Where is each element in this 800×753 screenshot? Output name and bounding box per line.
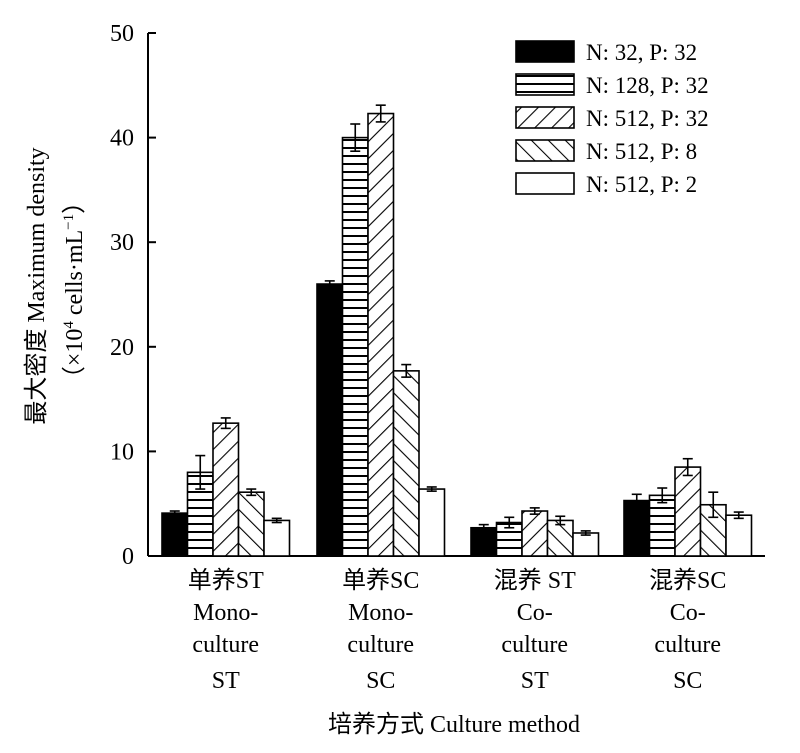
bar	[725, 514, 753, 557]
category-label: culture	[192, 632, 259, 658]
legend-swatch	[515, 172, 575, 195]
bar	[546, 519, 574, 557]
legend: N: 32, P: 32 N: 128, P: 32 N: 512, P: 32 N:…	[515, 40, 709, 197]
category-label: SC	[673, 668, 702, 694]
bar	[648, 494, 676, 557]
y-tick-label: 10	[110, 439, 134, 465]
bar	[521, 510, 549, 557]
y-axis-title-line1: 最大密度 Maximum density	[23, 147, 50, 424]
legend-label: N: 32, P: 32	[586, 40, 697, 65]
category-label: culture	[347, 632, 414, 658]
legend-label: N: 512, P: 32	[586, 106, 709, 131]
bar-group	[470, 507, 600, 557]
y-tick-label: 20	[110, 335, 134, 361]
bar	[572, 532, 600, 557]
legend-label: N: 512, P: 8	[586, 139, 697, 164]
bar	[263, 519, 291, 557]
bar	[316, 283, 344, 557]
legend-label: N: 128, P: 32	[586, 73, 709, 98]
bar	[212, 422, 240, 557]
bar	[367, 112, 395, 557]
bar	[418, 488, 446, 557]
bar-group	[623, 457, 753, 557]
category-label: Co-	[517, 600, 553, 626]
bar	[470, 526, 498, 557]
category-label: 混养 ST	[494, 567, 576, 594]
x-axis-title: 培养方式 Culture method	[328, 711, 580, 738]
y-tick-label: 0	[122, 544, 134, 570]
category-label: ST	[521, 668, 549, 694]
bar	[161, 512, 189, 557]
y-tick-label: 40	[110, 126, 134, 152]
bar	[341, 136, 369, 557]
bar-group	[161, 417, 291, 557]
bar-group	[316, 104, 446, 557]
category-label: Mono-	[348, 600, 413, 626]
y-tick-label: 50	[110, 21, 134, 47]
legend-swatch	[515, 139, 575, 162]
category-label: Mono-	[193, 600, 258, 626]
category-label: culture	[654, 632, 721, 658]
category-label: Co-	[670, 600, 706, 626]
y-axis-title-line2: （×104 cells·mL−1）	[61, 190, 88, 390]
legend-swatch	[515, 106, 575, 129]
category-label: 单养SC	[342, 567, 419, 594]
y-ticks: 0 10 20 30 40 50	[110, 21, 156, 570]
bar	[392, 370, 420, 557]
y-axis-title: 最大密度 Maximum density （×104 cells·mL−1）	[23, 147, 88, 424]
legend-swatch	[515, 73, 575, 96]
category-label: SC	[366, 668, 395, 694]
legend-swatch	[515, 40, 575, 63]
legend-label: N: 512, P: 2	[586, 172, 697, 197]
bar	[674, 466, 702, 557]
y-tick-label: 30	[110, 230, 134, 256]
category-labels: 单养ST Mono-culture ST 单养SC Mono-culture SC 混养 S…	[188, 567, 727, 694]
bar	[237, 491, 265, 557]
bar	[623, 499, 651, 557]
category-label: 混养SC	[649, 567, 726, 594]
category-label: culture	[501, 632, 568, 658]
category-label: ST	[212, 668, 240, 694]
bars	[161, 104, 753, 557]
category-label: 单养ST	[188, 567, 264, 594]
